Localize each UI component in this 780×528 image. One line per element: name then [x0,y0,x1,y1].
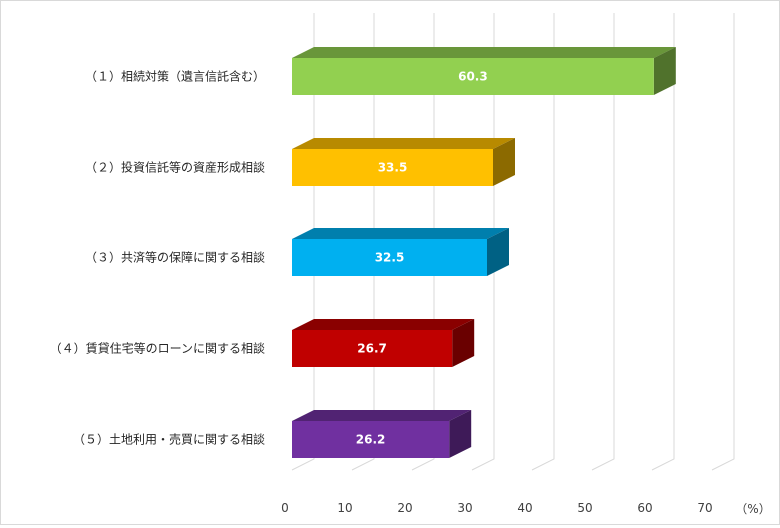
bars: 60.3 33.5 32.5 26.7 26.2 [292,47,676,458]
category-labels: （１）相続対策（遺言信託含む） （２）投資信託等の資産形成相談 （３）共済等の保障に… [50,69,265,447]
x-tick-label: 60 [637,501,652,515]
category-label: （４）賃貸住宅等のローンに関する相談 [50,341,265,356]
bar-value-label: 26.7 [357,342,387,356]
bar-front-face [292,330,453,367]
category-label: （３）共済等の保障に関する相談 [85,250,265,265]
bar-front-face [292,149,493,186]
gridline [591,13,615,471]
category-label: （２）投資信託等の資産形成相談 [85,160,265,175]
bar-side-face [452,319,475,367]
x-tick-label: 10 [337,501,352,515]
x-axis-ticks: 0 10 20 30 40 50 60 70 [281,501,712,515]
bar-side-face [487,228,509,276]
bar-top-face [292,47,676,58]
axis-unit-label: （%） [735,502,770,516]
bar-side-face [653,47,676,95]
x-tick-label: 70 [697,501,712,515]
bar-front-face [292,421,450,458]
bar: 60.3 [292,47,676,95]
bar: 33.5 [292,138,515,186]
bar-value-label: 26.2 [356,433,386,447]
bar-top-face [292,228,509,239]
bar-top-face [292,410,472,421]
bar-top-face [292,319,475,330]
x-tick-label: 30 [457,501,472,515]
bar-top-face [292,138,515,149]
bar-value-label: 32.5 [375,251,405,265]
bar: 26.7 [292,319,475,367]
x-tick-label: 0 [281,501,289,515]
bar-value-label: 33.5 [378,161,408,175]
gridline [651,13,675,471]
x-tick-label: 40 [517,501,532,515]
x-tick-label: 50 [577,501,592,515]
bar: 26.2 [292,410,472,458]
category-label: （１）相続対策（遺言信託含む） [85,69,265,84]
bar-value-label: 60.3 [458,70,488,84]
bar-side-face [449,410,472,458]
x-tick-label: 20 [397,501,412,515]
bar-front-face [292,58,654,95]
bar: 32.5 [292,228,509,276]
gridline [531,13,555,471]
category-label: （５）土地利用・売買に関する相談 [73,432,265,447]
bar-front-face [292,239,487,276]
gridline [711,13,735,471]
bar-side-face [493,138,515,186]
